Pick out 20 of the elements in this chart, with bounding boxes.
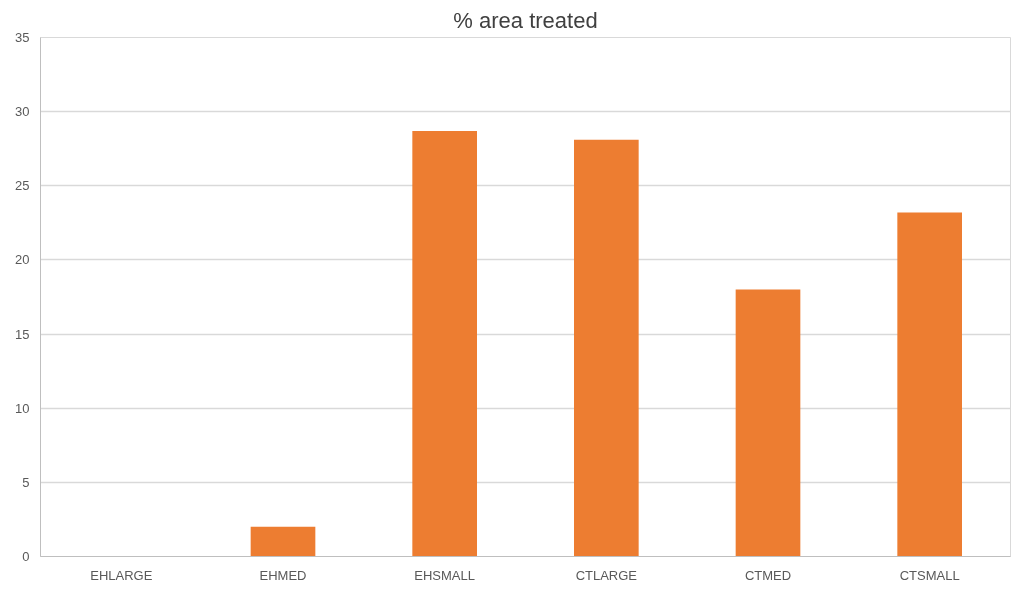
x-tick-label: EHMED: [259, 567, 307, 583]
y-tick-label: 20: [15, 252, 30, 268]
y-tick-label: 25: [15, 178, 30, 194]
x-tick-label: CTSMALL: [899, 567, 960, 583]
y-tick-label: 35: [15, 30, 30, 45]
bar: [412, 130, 477, 557]
x-tick-label: EHLARGE: [90, 567, 153, 583]
y-tick-label: 5: [22, 474, 30, 490]
y-tick-label: 30: [15, 104, 30, 120]
y-tick-label: 10: [15, 400, 30, 416]
x-tick-label: CTMED: [744, 567, 792, 583]
y-tick-label: 15: [15, 326, 30, 342]
bar: [735, 289, 801, 557]
x-tick-label: EHSMALL: [414, 567, 476, 583]
bar: [250, 526, 316, 557]
x-tick-label: CTLARGE: [575, 567, 638, 583]
chart-title: % area treated: [453, 7, 598, 33]
bar: [574, 139, 639, 557]
bar: [897, 212, 962, 557]
y-tick-label: 0: [22, 549, 30, 564]
